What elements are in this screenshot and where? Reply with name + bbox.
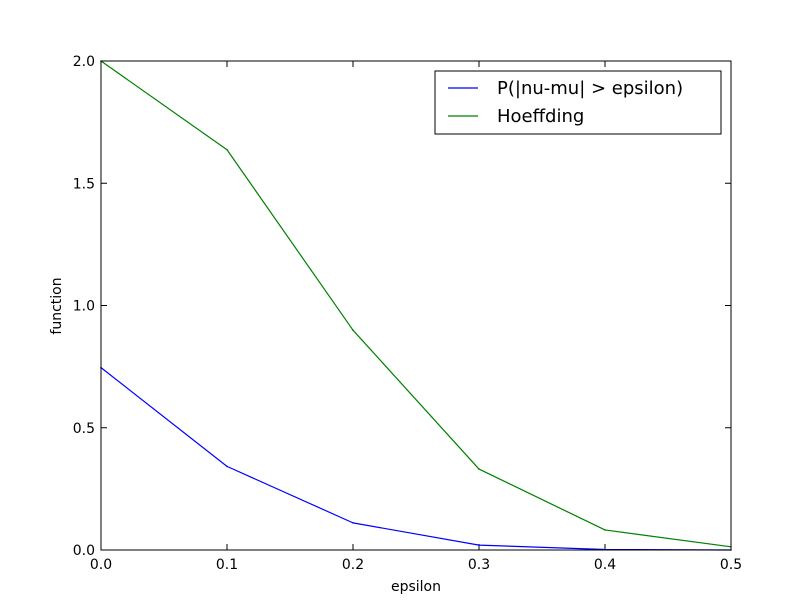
data-point-hoeffding — [478, 468, 480, 470]
y-tick-label: 0.0 — [73, 543, 95, 559]
y-tick-label: 2.0 — [73, 54, 95, 70]
x-tick-label: 0.2 — [342, 557, 364, 573]
data-point-probability — [226, 465, 228, 468]
x-tick-label: 0.1 — [216, 557, 238, 573]
x-tick-label: 0.4 — [594, 557, 616, 573]
plot-frame — [100, 60, 732, 551]
legend-box — [434, 70, 722, 135]
series-line-probability — [100, 367, 732, 551]
data-point-probability — [478, 544, 480, 546]
legend-label-hoeffding: Hoeffding — [497, 106, 584, 127]
x-tick-label: 0.0 — [90, 557, 112, 573]
y-axis-title: function — [49, 277, 65, 334]
data-point-hoeffding — [604, 529, 606, 531]
y-tick-label: 1.5 — [73, 176, 95, 192]
x-tick-label: 0.5 — [720, 557, 742, 573]
x-tick-label: 0.3 — [468, 557, 490, 573]
data-point-hoeffding — [352, 329, 354, 331]
legend: P(|nu-mu| > epsilon) Hoeffding — [434, 70, 722, 135]
data-point-probability — [352, 522, 354, 524]
y-tick-label: 0.5 — [73, 421, 95, 437]
series-line-hoeffding — [100, 60, 732, 548]
data-point-hoeffding — [226, 148, 228, 151]
x-axis-title: epsilon — [391, 579, 441, 595]
legend-label-probability: P(|nu-mu| > epsilon) — [497, 78, 683, 99]
y-tick-label: 1.0 — [73, 299, 95, 315]
